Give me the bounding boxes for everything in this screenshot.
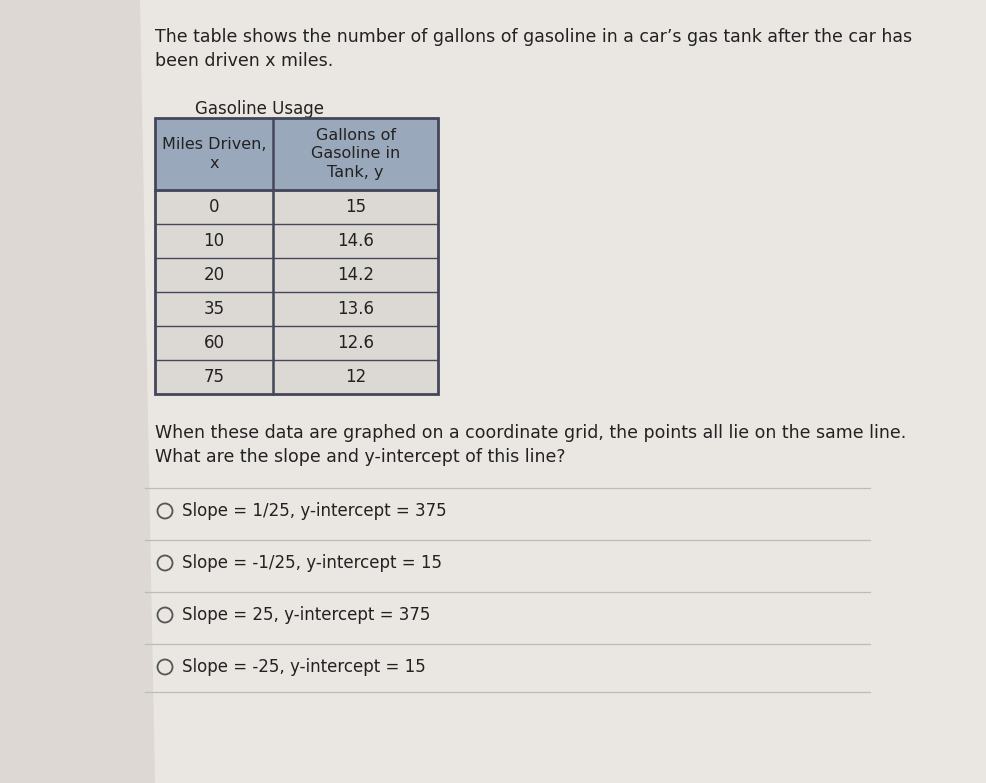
Text: 13.6: 13.6 bbox=[337, 300, 374, 318]
Text: Miles Driven,
x: Miles Driven, x bbox=[162, 137, 266, 171]
Text: 14.6: 14.6 bbox=[337, 232, 374, 250]
Text: 10: 10 bbox=[203, 232, 225, 250]
Text: Slope = -25, y-intercept = 15: Slope = -25, y-intercept = 15 bbox=[182, 658, 426, 676]
Bar bbox=[155, 118, 438, 190]
Text: 20: 20 bbox=[203, 266, 225, 284]
Text: 60: 60 bbox=[203, 334, 225, 352]
Text: When these data are graphed on a coordinate grid, the points all lie on the same: When these data are graphed on a coordin… bbox=[155, 424, 906, 467]
Polygon shape bbox=[140, 0, 986, 783]
Text: 14.2: 14.2 bbox=[337, 266, 374, 284]
Bar bbox=[155, 258, 438, 292]
Bar bbox=[155, 360, 438, 394]
Text: 35: 35 bbox=[203, 300, 225, 318]
Text: Slope = 1/25, y-intercept = 375: Slope = 1/25, y-intercept = 375 bbox=[182, 502, 447, 520]
Bar bbox=[155, 326, 438, 360]
Text: 12.6: 12.6 bbox=[337, 334, 374, 352]
Text: 15: 15 bbox=[345, 198, 366, 216]
Text: The table shows the number of gallons of gasoline in a car’s gas tank after the : The table shows the number of gallons of… bbox=[155, 28, 912, 70]
Text: Gallons of
Gasoline in
Tank, y: Gallons of Gasoline in Tank, y bbox=[311, 128, 400, 180]
Text: 12: 12 bbox=[345, 368, 366, 386]
Text: 75: 75 bbox=[203, 368, 225, 386]
Bar bbox=[155, 118, 438, 394]
Bar bbox=[155, 292, 438, 326]
Text: Slope = 25, y-intercept = 375: Slope = 25, y-intercept = 375 bbox=[182, 606, 431, 624]
Text: 0: 0 bbox=[209, 198, 219, 216]
Bar bbox=[155, 224, 438, 258]
Text: Gasoline Usage: Gasoline Usage bbox=[195, 100, 324, 118]
Bar bbox=[155, 190, 438, 224]
Text: Slope = -1/25, y-intercept = 15: Slope = -1/25, y-intercept = 15 bbox=[182, 554, 443, 572]
